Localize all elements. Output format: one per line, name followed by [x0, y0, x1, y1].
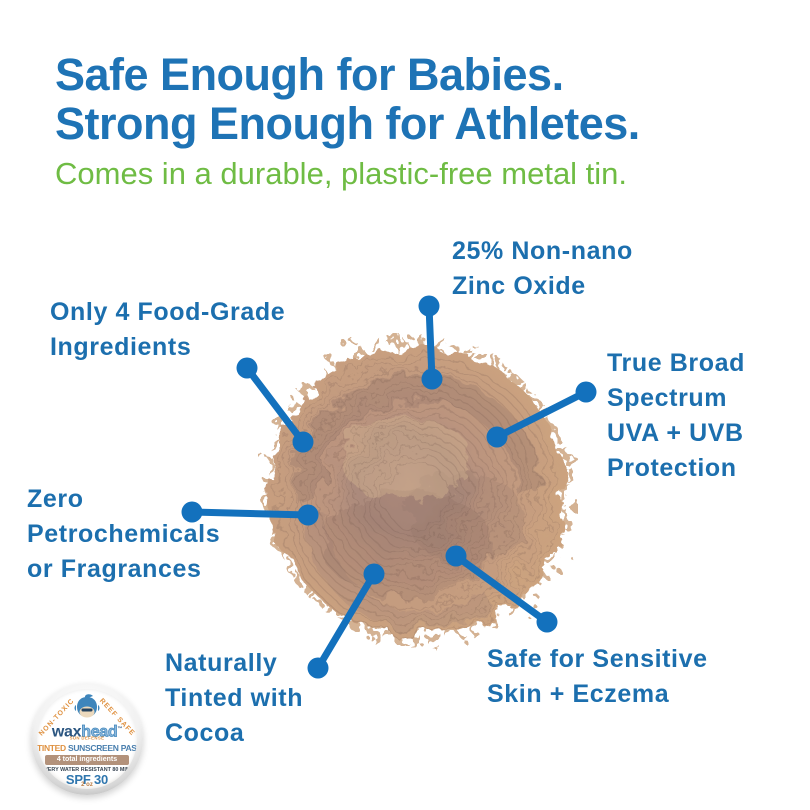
- brand-wax: wax: [51, 723, 82, 741]
- callout-sensitive-skin: Safe for Sensitive Skin + Eczema: [487, 645, 708, 708]
- title-line-1: Safe Enough for Babies.: [55, 49, 564, 100]
- connector-dot: [575, 381, 597, 403]
- product-name-rest: SUNSCREEN PASTE: [67, 743, 137, 753]
- connector-dot: [418, 295, 440, 317]
- page-subtitle: Comes in a durable, plastic-free metal t…: [55, 156, 628, 191]
- callout-cocoa-tint: Naturally Tinted with Cocoa: [165, 649, 304, 747]
- brand-head: head: [81, 723, 118, 741]
- product-tin: NON-TOXIC REEF SAFE waxhead™ SUN DEFENSE…: [31, 683, 143, 795]
- callout-petrochemicals: Zero Petrochemicals or Fragrances: [27, 485, 221, 583]
- tin-water-resistant-text: VERY WATER RESISTANT 80 MIN: [44, 767, 130, 773]
- waxhead-shark-logo-icon: [74, 694, 100, 718]
- callout-zinc-oxide: 25% Non-nano Zinc Oxide: [452, 237, 633, 300]
- connector-dot: [307, 657, 329, 679]
- tin-product-name: TINTED SUNSCREEN PASTE: [37, 744, 137, 753]
- product-name-tinted: TINTED: [37, 743, 66, 753]
- tin-label: NON-TOXIC REEF SAFE waxhead™ SUN DEFENSE…: [37, 689, 137, 789]
- title-line-2: Strong Enough for Athletes.: [55, 98, 640, 149]
- page-title: Safe Enough for Babies. Strong Enough fo…: [55, 50, 640, 148]
- callout-food-grade: Only 4 Food-Grade Ingredients: [50, 298, 286, 361]
- brand-trademark: ™: [117, 726, 123, 732]
- sunscreen-smear-image: [265, 338, 571, 644]
- tin-spf-label: SPF 30: [65, 772, 109, 787]
- tin-brand-name: waxhead™: [37, 721, 137, 740]
- tin-size-label: 2 oz: [81, 782, 93, 788]
- tin-tagline: SUN DEFENSE: [69, 736, 105, 742]
- callout-broad-spectrum: True Broad Spectrum UVA + UVB Protection: [607, 349, 745, 482]
- tin-ingredients-banner: 4 total ingredients: [45, 755, 129, 765]
